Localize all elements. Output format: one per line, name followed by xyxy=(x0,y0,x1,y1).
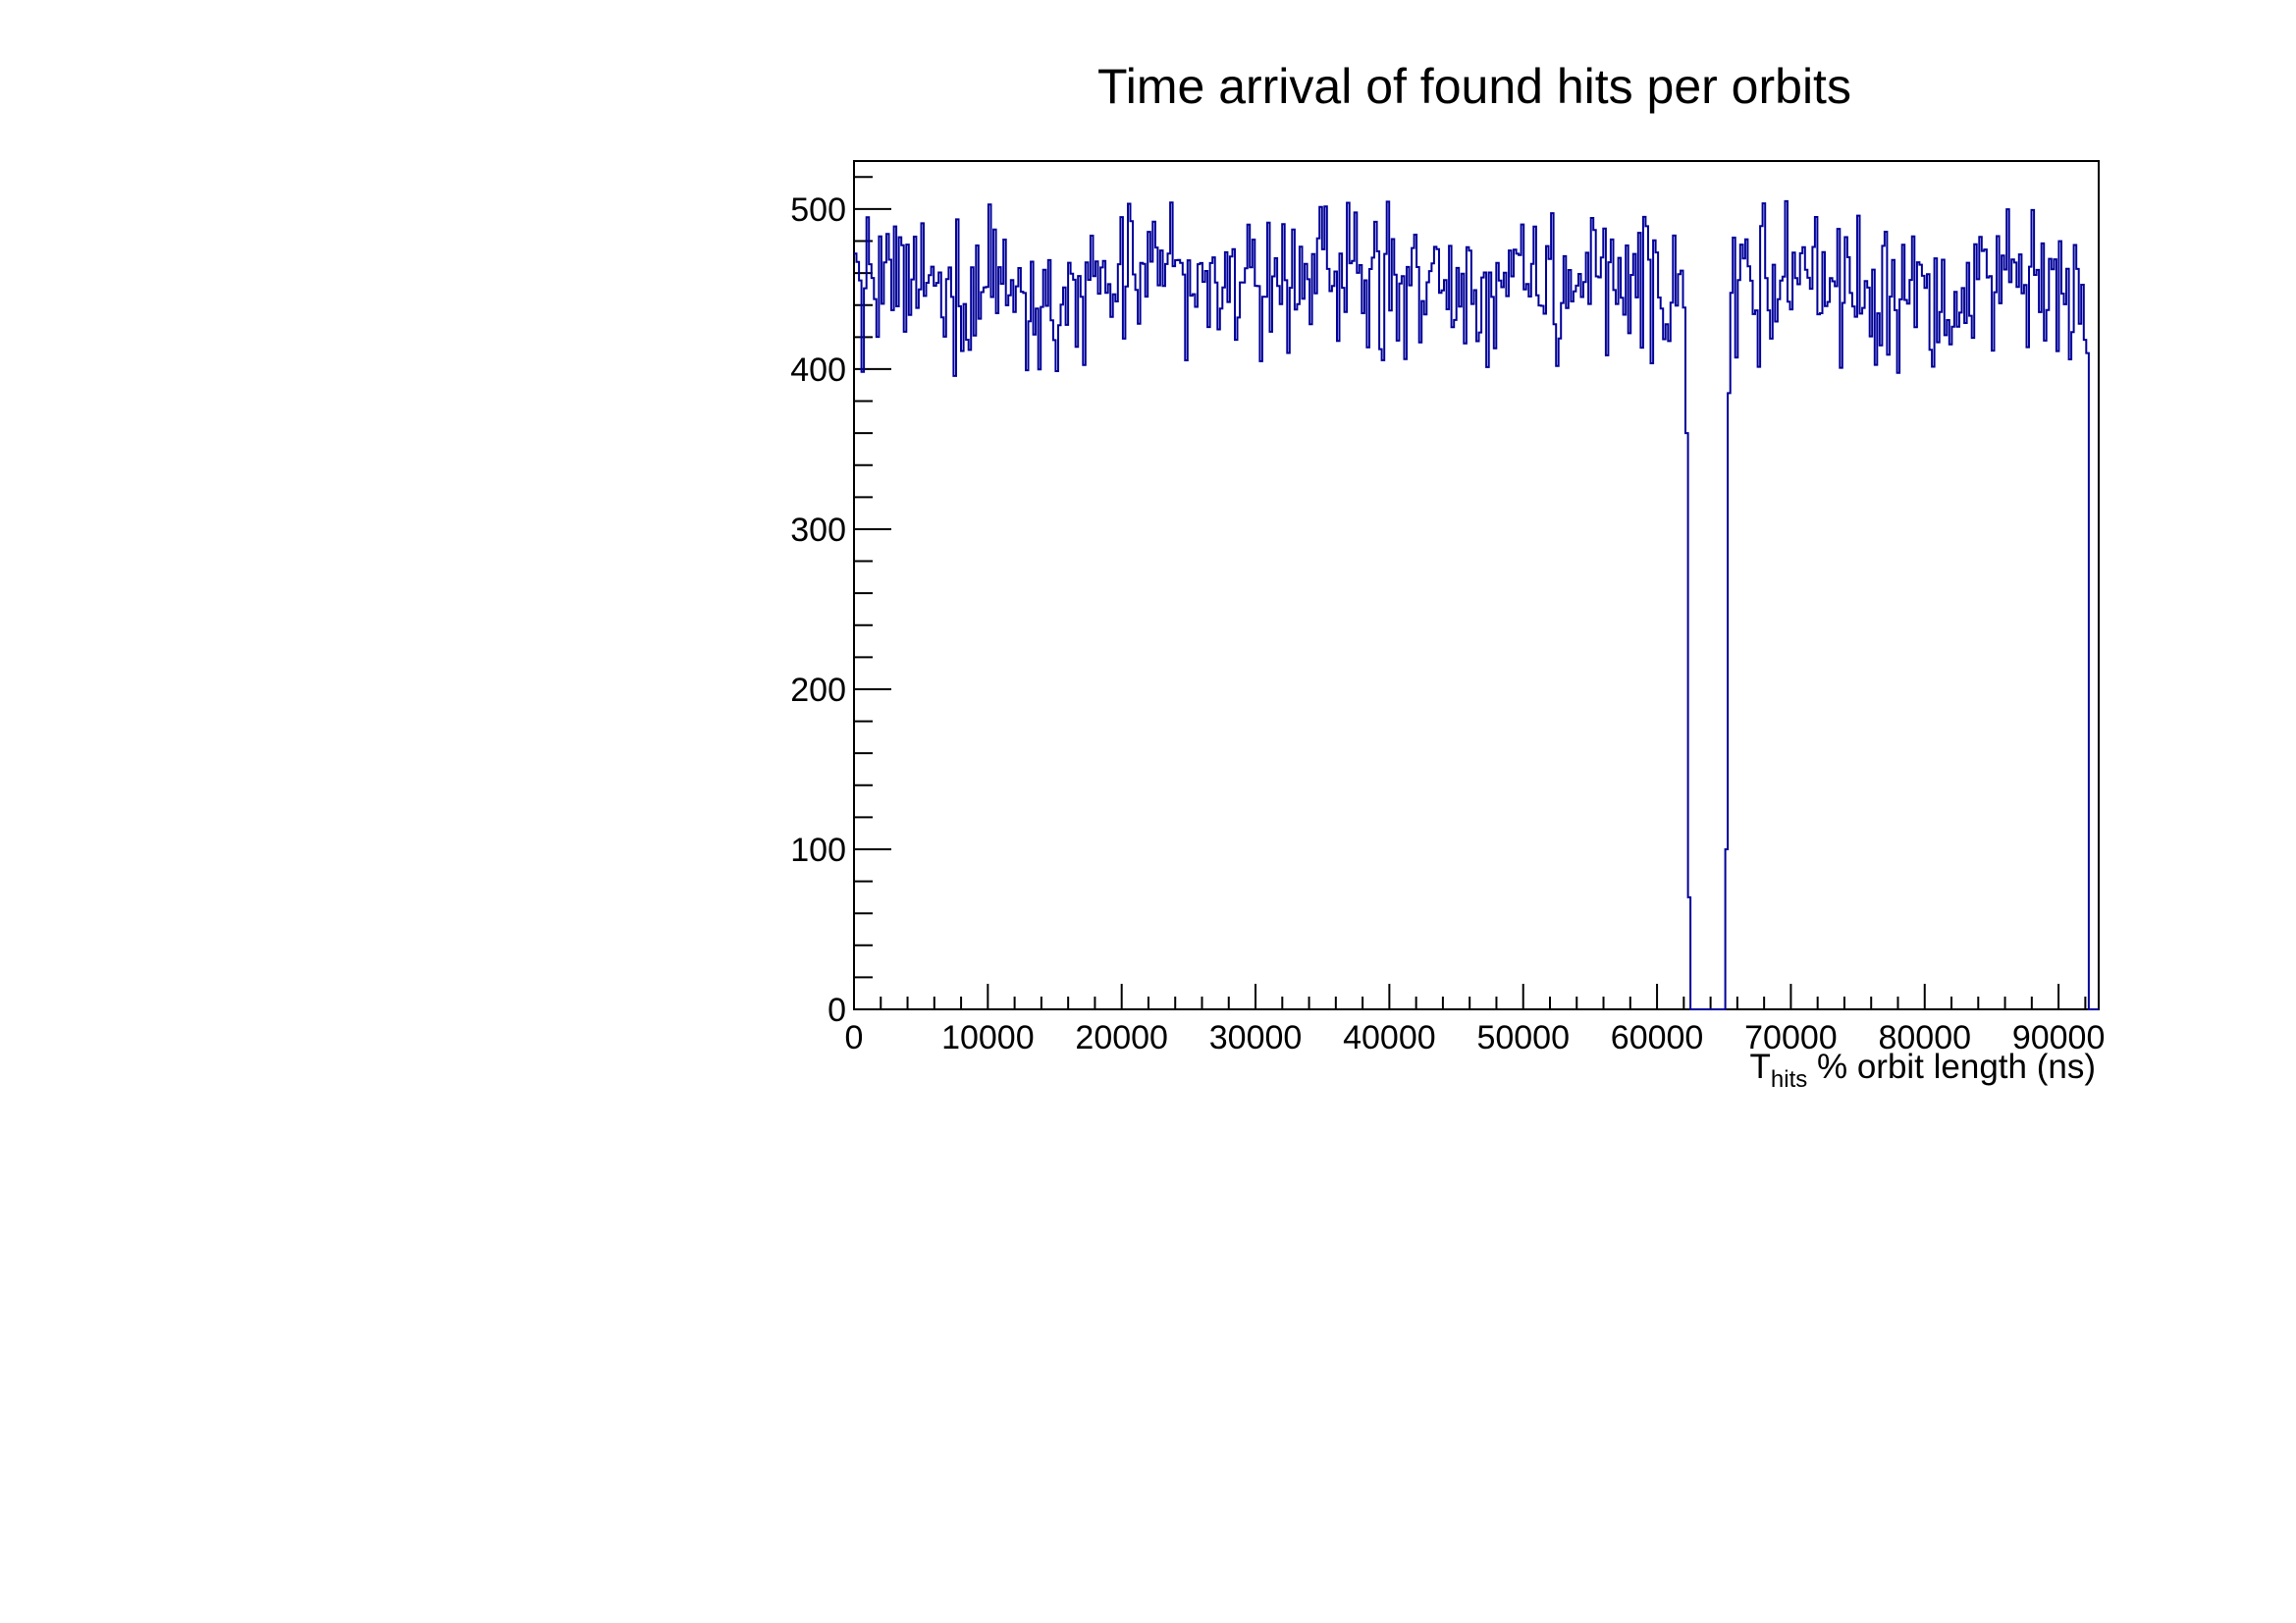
y-tick-label: 0 xyxy=(828,992,846,1029)
x-tick-label: 60000 xyxy=(1611,1019,1704,1056)
x-axis-label: Thits % orbit length (ns) xyxy=(1750,1048,2097,1093)
x-tick-label: 20000 xyxy=(1075,1019,1168,1056)
x-tick-label: 10000 xyxy=(941,1019,1035,1056)
x-tick-label: 90000 xyxy=(2012,1019,2106,1056)
y-tick-label: 200 xyxy=(790,672,846,709)
x-axis-label-rest: % orbit length (ns) xyxy=(1807,1048,2096,1086)
x-tick-label: 30000 xyxy=(1209,1019,1303,1056)
y-tick-label: 100 xyxy=(790,832,846,869)
x-tick-label: 40000 xyxy=(1343,1019,1436,1056)
y-tick-label: 400 xyxy=(790,352,846,389)
histogram-series-line xyxy=(854,199,2099,1010)
x-axis: 0 10000 20000 30000 40000 50000 60000 70000 8000… xyxy=(845,984,2106,1056)
x-tick-label: 80000 xyxy=(1878,1019,1971,1056)
x-axis-label-subscript: hits xyxy=(1771,1066,1807,1093)
y-tick-label: 300 xyxy=(790,512,846,549)
y-tick-label: 500 xyxy=(790,191,846,229)
y-axis: 0 100 200 300 400 500 xyxy=(790,176,891,1029)
plot-frame xyxy=(853,160,2100,1010)
chart-title: Time arrival of found hits per orbits xyxy=(1097,59,1851,114)
x-axis-label-main: T xyxy=(1750,1048,1771,1086)
x-tick-label: 50000 xyxy=(1476,1019,1570,1056)
x-tick-label: 70000 xyxy=(1744,1019,1838,1056)
x-tick-label: 0 xyxy=(845,1019,864,1056)
